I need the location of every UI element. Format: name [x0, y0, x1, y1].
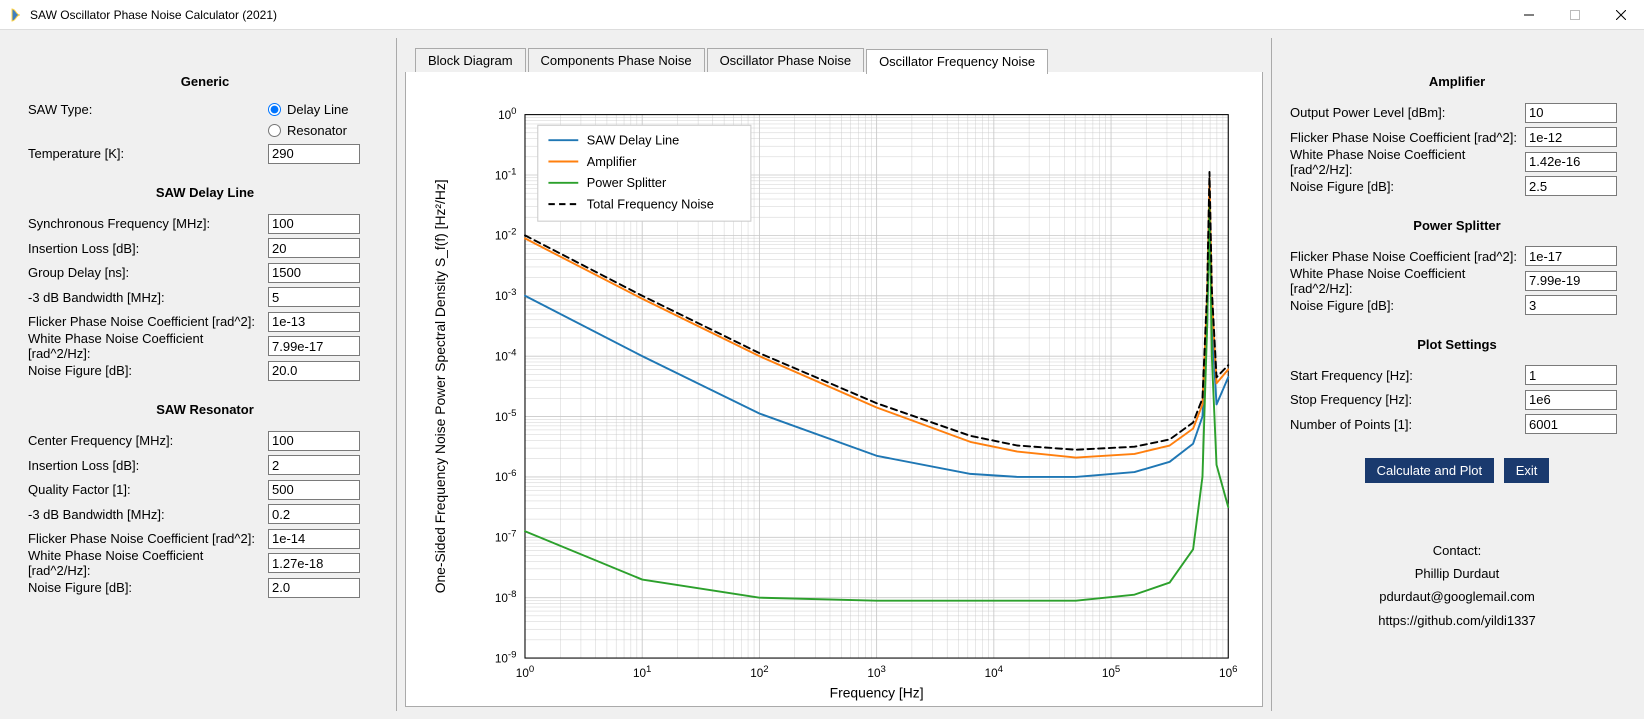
splitter-label-0: Flicker Phase Noise Coefficient [rad^2]: — [1290, 249, 1525, 264]
delay-line-label-6: Noise Figure [dB]: — [28, 363, 268, 378]
resonator-input-1[interactable] — [268, 455, 360, 475]
delay-line-label-0: Synchronous Frequency [MHz]: — [28, 216, 268, 231]
plot-settings-label-2: Number of Points [1]: — [1290, 417, 1525, 432]
generic-heading: Generic — [28, 74, 382, 89]
amplifier-label-0: Output Power Level [dBm]: — [1290, 105, 1525, 120]
maximize-button[interactable] — [1552, 0, 1598, 30]
resonator-input-3[interactable] — [268, 504, 360, 524]
plot-area: 10010110210310410510610-910-810-710-610-… — [405, 72, 1263, 707]
plot-settings-label-0: Start Frequency [Hz]: — [1290, 368, 1525, 383]
svg-text:SAW Delay Line: SAW Delay Line — [587, 132, 679, 147]
resonator-label-6: Noise Figure [dB]: — [28, 580, 268, 595]
chart-svg: 10010110210310410510610-910-810-710-610-… — [406, 72, 1262, 706]
plot-settings-heading: Plot Settings — [1290, 337, 1624, 352]
plot-settings-input-0[interactable] — [1525, 365, 1617, 385]
resonator-input-4[interactable] — [268, 529, 360, 549]
close-button[interactable] — [1598, 0, 1644, 30]
delay-line-input-0[interactable] — [268, 214, 360, 234]
contact-line-2: https://github.com/yildi1337 — [1290, 609, 1624, 632]
right-panel: Amplifier Output Power Level [dBm]: Flick… — [1280, 38, 1630, 711]
delay-line-input-3[interactable] — [268, 287, 360, 307]
amplifier-heading: Amplifier — [1290, 74, 1624, 89]
splitter-label-1: White Phase Noise Coefficient [rad^2/Hz]… — [1290, 266, 1525, 296]
svg-text:Frequency [Hz]: Frequency [Hz] — [830, 684, 924, 700]
resonator-label-5: White Phase Noise Coefficient [rad^2/Hz]… — [28, 548, 268, 578]
calculate-button[interactable]: Calculate and Plot — [1365, 458, 1495, 483]
center-panel: Block DiagramComponents Phase NoiseOscil… — [396, 38, 1272, 711]
amplifier-label-2: White Phase Noise Coefficient [rad^2/Hz]… — [1290, 147, 1525, 177]
amplifier-label-3: Noise Figure [dB]: — [1290, 179, 1525, 194]
svg-text:Total Frequency Noise: Total Frequency Noise — [587, 196, 714, 211]
svg-text:One-Sided Frequency Noise Powe: One-Sided Frequency Noise Power Spectral… — [432, 179, 448, 593]
plot-settings-input-1[interactable] — [1525, 390, 1617, 410]
app-icon — [8, 7, 24, 23]
saw-type-label: SAW Type: — [28, 102, 268, 117]
contact-line-0: Phillip Durdaut — [1290, 562, 1624, 585]
delay-line-label-5: White Phase Noise Coefficient [rad^2/Hz]… — [28, 331, 268, 361]
delay-line-input-2[interactable] — [268, 263, 360, 283]
splitter-input-1[interactable] — [1525, 271, 1617, 291]
tab-0[interactable]: Block Diagram — [415, 48, 526, 73]
resonator-input-0[interactable] — [268, 431, 360, 451]
resonator-label-3: -3 dB Bandwidth [MHz]: — [28, 507, 268, 522]
resonator-input-6[interactable] — [268, 578, 360, 598]
resonator-label-0: Center Frequency [MHz]: — [28, 433, 268, 448]
delay-line-input-1[interactable] — [268, 238, 360, 258]
window-title: SAW Oscillator Phase Noise Calculator (2… — [30, 8, 277, 22]
resonator-label-2: Quality Factor [1]: — [28, 482, 268, 497]
delay-line-input-5[interactable] — [268, 336, 360, 356]
amplifier-input-0[interactable] — [1525, 103, 1617, 123]
resonator-input-2[interactable] — [268, 480, 360, 500]
delay-line-label-4: Flicker Phase Noise Coefficient [rad^2]: — [28, 314, 268, 329]
amplifier-label-1: Flicker Phase Noise Coefficient [rad^2]: — [1290, 130, 1525, 145]
splitter-input-0[interactable] — [1525, 246, 1617, 266]
minimize-button[interactable] — [1506, 0, 1552, 30]
left-panel: Generic SAW Type: Delay Line Resonator T… — [8, 38, 388, 711]
svg-text:Amplifier: Amplifier — [587, 154, 637, 169]
saw-type-delay-line[interactable]: Delay Line — [268, 102, 348, 117]
resonator-heading: SAW Resonator — [28, 402, 382, 417]
saw-type-resonator[interactable]: Resonator — [268, 123, 348, 138]
svg-text:Power Splitter: Power Splitter — [587, 175, 667, 190]
contact-block: Contact: Phillip Durdaut pdurdaut@google… — [1290, 539, 1624, 633]
resonator-input-5[interactable] — [268, 553, 360, 573]
exit-button[interactable]: Exit — [1504, 458, 1550, 483]
amplifier-input-2[interactable] — [1525, 152, 1617, 172]
delay-line-input-6[interactable] — [268, 361, 360, 381]
temperature-input[interactable] — [268, 144, 360, 164]
contact-heading: Contact: — [1290, 539, 1624, 562]
temperature-label: Temperature [K]: — [28, 146, 268, 161]
splitter-label-2: Noise Figure [dB]: — [1290, 298, 1525, 313]
plot-settings-label-1: Stop Frequency [Hz]: — [1290, 392, 1525, 407]
delay-line-label-1: Insertion Loss [dB]: — [28, 241, 268, 256]
tab-2[interactable]: Oscillator Phase Noise — [707, 48, 865, 73]
tab-1[interactable]: Components Phase Noise — [528, 48, 705, 73]
titlebar: SAW Oscillator Phase Noise Calculator (2… — [0, 0, 1644, 30]
contact-line-1: pdurdaut@googlemail.com — [1290, 585, 1624, 608]
splitter-heading: Power Splitter — [1290, 218, 1624, 233]
resonator-label-1: Insertion Loss [dB]: — [28, 458, 268, 473]
resonator-label-4: Flicker Phase Noise Coefficient [rad^2]: — [28, 531, 268, 546]
plot-settings-input-2[interactable] — [1525, 414, 1617, 434]
delay-line-label-3: -3 dB Bandwidth [MHz]: — [28, 290, 268, 305]
amplifier-input-1[interactable] — [1525, 127, 1617, 147]
tab-3[interactable]: Oscillator Frequency Noise — [866, 49, 1048, 74]
amplifier-input-3[interactable] — [1525, 176, 1617, 196]
tabs: Block DiagramComponents Phase NoiseOscil… — [415, 48, 1263, 73]
saw-type-resonator-radio[interactable] — [268, 124, 281, 137]
saw-type-delay-line-radio[interactable] — [268, 103, 281, 116]
delay-line-input-4[interactable] — [268, 312, 360, 332]
splitter-input-2[interactable] — [1525, 295, 1617, 315]
delay-line-heading: SAW Delay Line — [28, 185, 382, 200]
delay-line-label-2: Group Delay [ns]: — [28, 265, 268, 280]
